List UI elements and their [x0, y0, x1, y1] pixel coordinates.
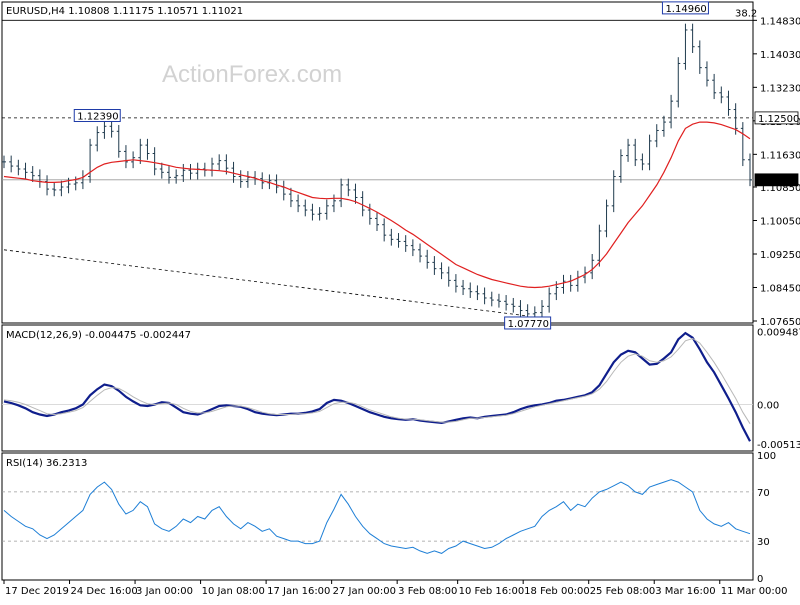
- x-tick-label: 24 Dec 16:00: [71, 586, 138, 597]
- rsi-y-tick-label: 70: [757, 488, 770, 499]
- rsi-y-tick-label: 0: [757, 574, 763, 585]
- x-tick-label: 17 Jan 16:00: [267, 586, 330, 597]
- rsi-y-tick-label: 30: [757, 537, 770, 548]
- price-y-tick-label: 1.11630: [760, 150, 800, 161]
- watermark: ActionForex.com: [162, 61, 342, 88]
- macd-main-line: [3, 331, 751, 442]
- rsi-y-tick-label: 100: [757, 451, 776, 462]
- annotation-label: 1.14960: [665, 4, 706, 15]
- price-y-tick-label: 1.13230: [760, 83, 800, 94]
- price-y-tick-label: 1.07650: [760, 317, 800, 328]
- price-y-tick-label: 1.14030: [760, 50, 800, 61]
- price-y-tick-label: 1.09250: [760, 250, 800, 261]
- macd-pane[interactable]: [1, 324, 754, 452]
- price-y-tick-label: 1.10050: [760, 216, 800, 227]
- price-layer: 38.2 1.12390 1.14960 1.07770: [2, 1, 757, 330]
- annotation-label: 1.07770: [508, 319, 549, 330]
- price-tag-box: [754, 173, 799, 187]
- x-tick-label: 25 Feb 08:00: [590, 586, 656, 597]
- annotation-box: [504, 316, 552, 330]
- x-tick-label: 18 Feb 00:00: [524, 586, 590, 597]
- macd-layer: [2, 331, 753, 442]
- annotation-box: [661, 1, 709, 15]
- price-pane[interactable]: [1, 1, 754, 324]
- x-tick-label: 3 Mar 16:00: [655, 586, 715, 597]
- fib-level-label: 38.2: [735, 8, 757, 19]
- rsi-layer: [2, 479, 753, 554]
- x-tick-label: 3 Feb 08:00: [398, 586, 457, 597]
- macd-y-tick-label: 0.00: [757, 400, 779, 411]
- price-tag-label: 1.11021: [758, 176, 799, 187]
- x-tick-label: 11 Mar 00:00: [721, 586, 788, 597]
- price-y-tick-label: 1.08450: [760, 283, 800, 294]
- price-pane-title: EURUSD,H4 1.10808 1.11175 1.10571 1.1102…: [6, 6, 243, 17]
- x-tick-label: 17 Dec 2019: [5, 586, 69, 597]
- x-tick-label: 10 Feb 16:00: [459, 586, 525, 597]
- price-tag-box: [754, 111, 799, 125]
- trendline: [3, 249, 528, 317]
- rsi-pane-title: RSI(14) 36.2313: [6, 458, 87, 469]
- macd-y-tick-label: -0.005139: [757, 440, 800, 451]
- price-y-tick-label: 1.10850: [760, 183, 800, 194]
- annotation-box: [73, 109, 121, 123]
- price-y-tick-label: 1.14830: [760, 16, 800, 27]
- moving-average-line: [3, 121, 751, 289]
- annotation-label: 1.12390: [77, 112, 118, 123]
- rsi-line: [3, 479, 751, 554]
- rsi-pane[interactable]: [1, 452, 754, 581]
- macd-y-tick-label: 0.009487: [757, 328, 800, 339]
- x-tick-label: 27 Jan 00:00: [333, 586, 396, 597]
- price-tag-label: 1.12500: [758, 114, 799, 125]
- x-tick-label: 10 Jan 08:00: [202, 586, 265, 597]
- axis-layer: 1.148301.140301.132301.124301.116301.108…: [3, 16, 800, 597]
- x-tick-label: 3 Jan 00:00: [136, 586, 193, 597]
- macd-signal-line: [3, 337, 751, 424]
- macd-pane-title: MACD(12,26,9) -0.004475 -0.002447: [6, 330, 191, 341]
